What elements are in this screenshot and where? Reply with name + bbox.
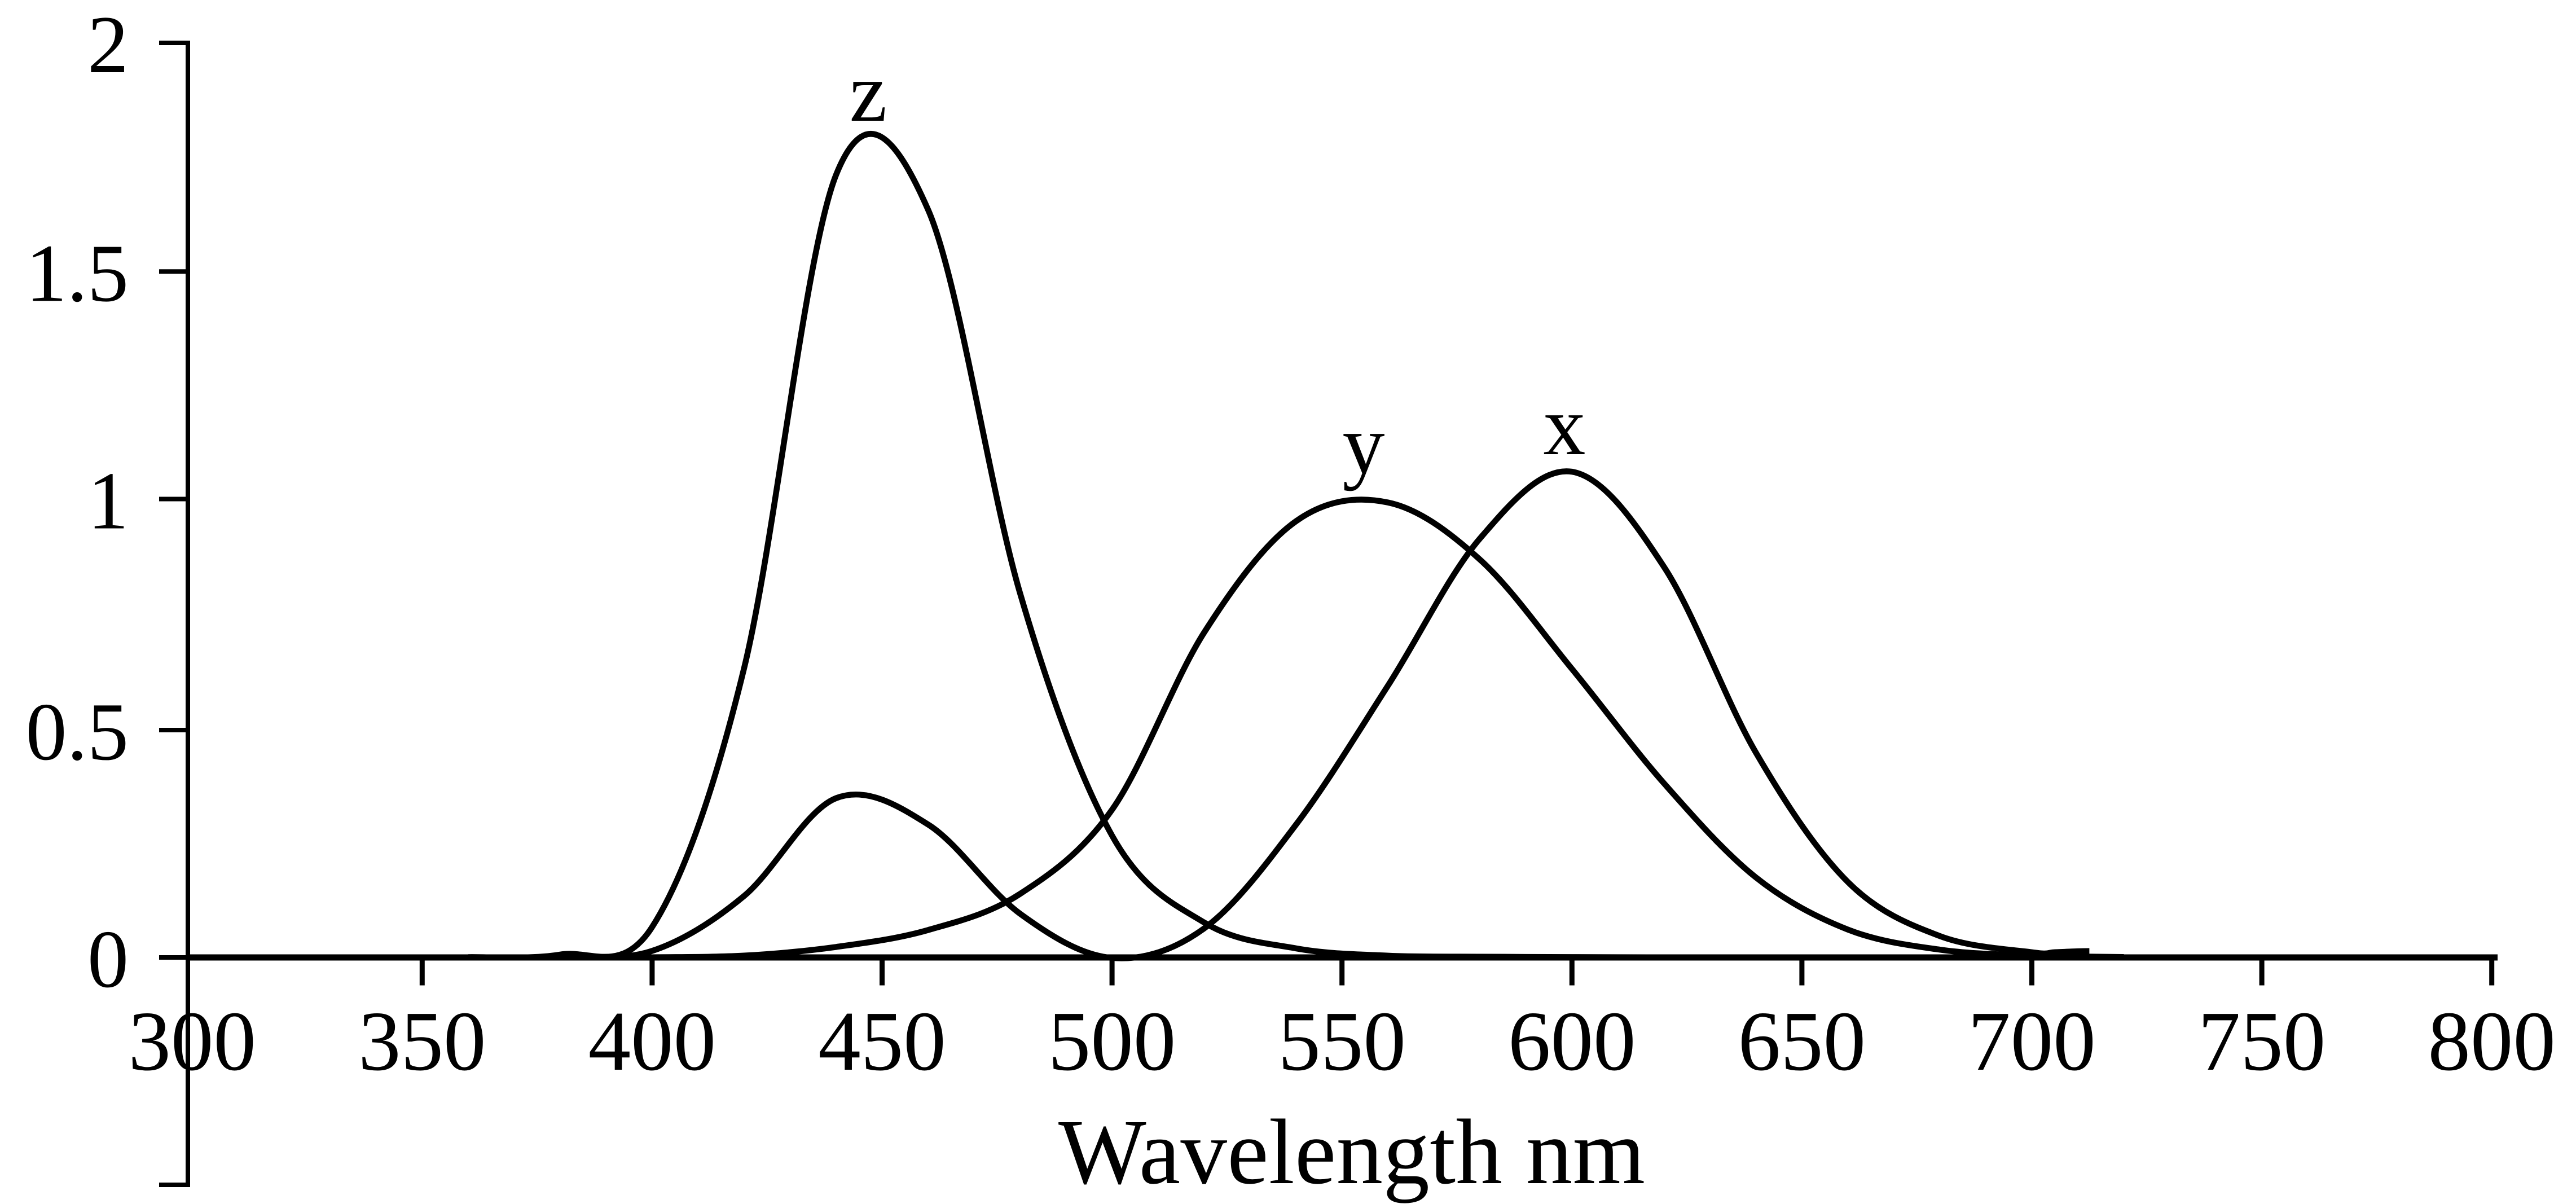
- svg-text:400: 400: [588, 994, 716, 1088]
- svg-text:y: y: [1343, 398, 1385, 491]
- svg-text:300: 300: [128, 994, 256, 1088]
- svg-text:x: x: [1544, 379, 1586, 473]
- svg-text:500: 500: [1048, 994, 1176, 1088]
- svg-text:350: 350: [358, 994, 486, 1088]
- svg-text:800: 800: [2428, 994, 2556, 1088]
- svg-text:0: 0: [87, 913, 129, 1005]
- svg-text:2: 2: [87, 0, 129, 90]
- svg-text:600: 600: [1508, 994, 1636, 1088]
- svg-text:1.5: 1.5: [26, 227, 129, 319]
- svg-text:z: z: [850, 46, 887, 139]
- svg-text:450: 450: [818, 994, 946, 1088]
- svg-text:Wavelength nm: Wavelength nm: [1058, 1100, 1645, 1203]
- svg-text:650: 650: [1738, 994, 1866, 1088]
- svg-text:550: 550: [1278, 994, 1406, 1088]
- svg-text:1: 1: [87, 455, 129, 547]
- svg-text:750: 750: [2198, 994, 2326, 1088]
- svg-text:700: 700: [1968, 994, 2096, 1088]
- svg-text:0.5: 0.5: [26, 686, 129, 777]
